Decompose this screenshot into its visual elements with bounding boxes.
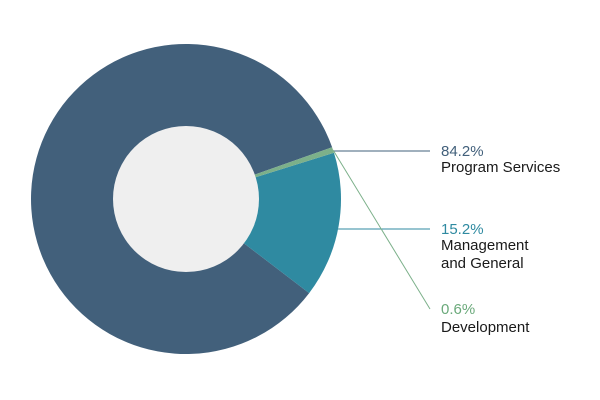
leader-line — [332, 149, 431, 310]
slice-name-label: and General — [441, 255, 524, 272]
slice-percent-label: 15.2% — [441, 221, 484, 238]
slice-percent-label: 0.6% — [441, 301, 475, 318]
slice-name-label: Development — [441, 319, 530, 336]
leader-lines — [332, 149, 431, 310]
slice-name-label: Management — [441, 237, 529, 254]
donut-hole — [113, 126, 259, 272]
slice-percent-label: 84.2% — [441, 143, 484, 160]
slice-name-label: Program Services — [441, 159, 560, 176]
legend-labels: 84.2%Program Services 15.2%Managementand … — [441, 143, 560, 336]
